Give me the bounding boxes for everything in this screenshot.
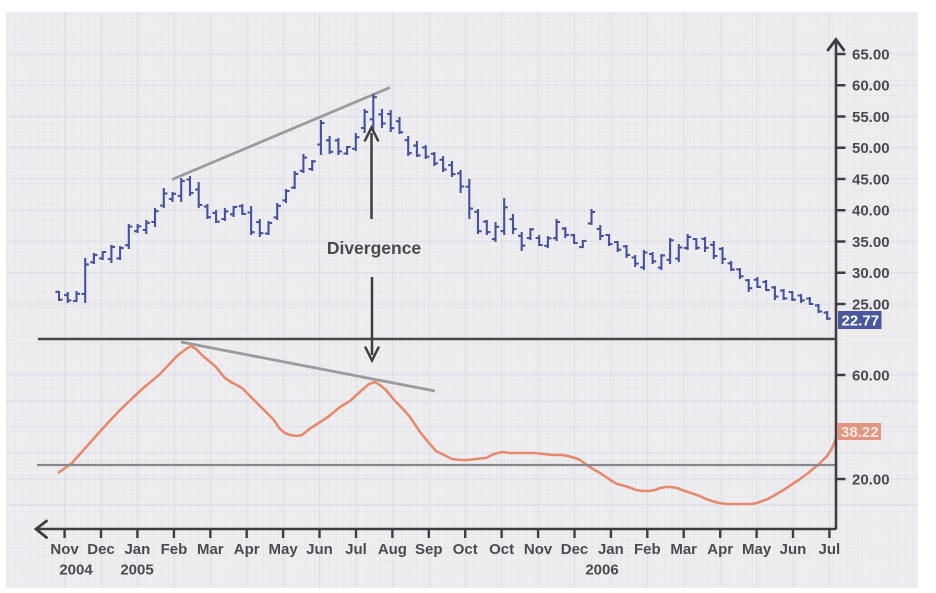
svg-text:Jun: Jun	[306, 541, 333, 558]
svg-text:60.00: 60.00	[852, 367, 890, 384]
svg-text:Dec: Dec	[561, 541, 589, 558]
svg-text:50.00: 50.00	[852, 140, 890, 157]
svg-text:Jun: Jun	[780, 541, 807, 558]
svg-text:Jul: Jul	[345, 541, 367, 558]
svg-text:Apr: Apr	[234, 541, 260, 558]
svg-text:30.00: 30.00	[852, 265, 890, 282]
svg-text:May: May	[742, 541, 772, 558]
svg-text:Jul: Jul	[819, 541, 841, 558]
svg-text:65.00: 65.00	[852, 46, 890, 63]
svg-text:40.00: 40.00	[852, 203, 890, 220]
svg-text:Mar: Mar	[670, 541, 697, 558]
svg-text:Apr: Apr	[707, 541, 733, 558]
svg-text:Divergence: Divergence	[327, 238, 422, 258]
svg-text:Nov: Nov	[524, 541, 553, 558]
svg-text:22.77: 22.77	[842, 313, 880, 330]
svg-text:45.00: 45.00	[852, 171, 890, 188]
svg-text:Nov: Nov	[50, 541, 79, 558]
svg-text:Sep: Sep	[415, 541, 443, 558]
svg-text:Jan: Jan	[598, 541, 624, 558]
svg-text:60.00: 60.00	[852, 78, 890, 95]
svg-text:Aug: Aug	[378, 541, 407, 558]
svg-text:2006: 2006	[585, 562, 618, 579]
svg-text:May: May	[269, 541, 299, 558]
svg-text:Oct: Oct	[489, 541, 514, 558]
svg-text:Jan: Jan	[124, 541, 150, 558]
svg-text:55.00: 55.00	[852, 109, 890, 126]
svg-text:38.22: 38.22	[841, 424, 879, 441]
svg-text:20.00: 20.00	[852, 471, 890, 488]
svg-text:Feb: Feb	[161, 541, 188, 558]
svg-text:Dec: Dec	[87, 541, 115, 558]
svg-text:Mar: Mar	[197, 541, 224, 558]
svg-text:Feb: Feb	[634, 541, 661, 558]
svg-text:Oct: Oct	[453, 541, 478, 558]
svg-text:35.00: 35.00	[852, 234, 890, 251]
svg-text:2004: 2004	[59, 562, 93, 579]
svg-text:25.00: 25.00	[852, 296, 890, 313]
svg-text:2005: 2005	[120, 562, 153, 579]
